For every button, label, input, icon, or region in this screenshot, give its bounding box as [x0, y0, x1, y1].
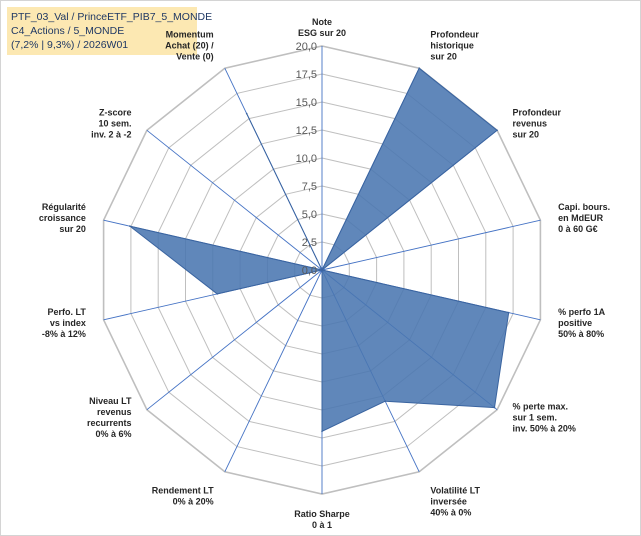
axis-spoke [146, 129, 323, 271]
axis-label-line: Régularité [42, 202, 86, 212]
label-layer: Note ESG sur 20 Profondeur historique sur 20… [39, 17, 610, 530]
axis-label-line: Ratio Sharpe [294, 509, 350, 519]
axis-label: Note ESG sur 20 [298, 17, 346, 38]
axis-label-line: % perfo 1A [558, 307, 606, 317]
axis-label-line: 0% à 20% [173, 497, 214, 507]
axis-label: Profondeur historique sur 20 [430, 29, 479, 61]
tick-label: 0,0 [302, 265, 317, 277]
axis-spoke [321, 219, 541, 271]
title-line-3: (7,2% | 9,3%) / 2026W01 [11, 39, 129, 51]
axis-label: % perfo 1A positive 50% à 80% [558, 307, 606, 339]
axis-label-line: positive [558, 318, 592, 328]
axis-label-line: recurrents [87, 418, 132, 428]
axis-spoke [224, 269, 323, 472]
axis-label: Z-score 10 sem. inv. 2 à -2 [91, 107, 131, 139]
axis-label-line: Profondeur [513, 107, 562, 117]
tick-layer: 0,0 2,5 5,0 7,5 10,0 12,5 15,0 17,5 20,0 [296, 41, 317, 277]
axis-label: Régularité croissance sur 20 [39, 202, 86, 234]
axis-label-line: revenus [97, 407, 132, 417]
data-point [216, 293, 218, 295]
axis-label-line: -8% à 12% [42, 329, 86, 339]
axis-label-line: Momentum [166, 29, 214, 39]
axis-label-line: sur 20 [430, 51, 457, 61]
axis-label-line: Capi. bours. [558, 202, 610, 212]
data-point [321, 269, 323, 271]
data-point [507, 311, 510, 314]
axis-label-line: 10 sem. [98, 118, 131, 128]
axis-label-line: inv. 50% à 20% [513, 424, 576, 434]
axis-label-line: inv. 2 à -2 [91, 129, 131, 139]
axis-label-line: 0% à 6% [95, 429, 131, 439]
axis-label: % perte max. sur 1 sem. inv. 50% à 20% [513, 402, 576, 434]
tick-label: 17,5 [296, 69, 317, 81]
axis-label-line: Niveau LT [89, 396, 132, 406]
tick-label: 15,0 [296, 97, 317, 109]
axis-label-line: 50% à 80% [558, 329, 604, 339]
axis-label-line: sur 20 [513, 129, 540, 139]
axis-label-line: historique [430, 40, 474, 50]
axis-label: Momentum Achat (20) / Vente (0) [165, 29, 214, 61]
data-point [129, 225, 131, 227]
axis-label-line: 0 à 60 G€ [558, 224, 598, 234]
axis-spoke [146, 269, 323, 411]
data-point [496, 129, 498, 132]
axis-label-line: Perfo. LT [48, 307, 87, 317]
axis-label-line: Profondeur [430, 29, 479, 39]
axis-label: Volatilité LT inversée 40% à 0% [430, 486, 480, 518]
axis-label-line: Note [312, 17, 332, 27]
axis-label-line: Vente (0) [176, 51, 214, 61]
axis-label-line: sur 1 sem. [513, 413, 558, 423]
axis-label: Profondeur revenus sur 20 [513, 107, 562, 139]
axis-label-line: Z-score [99, 107, 132, 117]
axis-label-line: vs index [50, 318, 86, 328]
series-layer [129, 67, 510, 433]
axis-label: Niveau LT revenus recurrents 0% à 6% [87, 396, 132, 439]
axis-label-line: croissance [39, 213, 86, 223]
series-area [129, 67, 510, 433]
data-point [493, 406, 496, 409]
axis-label-line: ESG sur 20 [298, 28, 346, 38]
axis-label-line: % perte max. [513, 402, 569, 412]
data-point [418, 67, 421, 69]
tick-label: 5,0 [302, 209, 317, 221]
axis-label-line: en MdEUR [558, 213, 604, 223]
axis-label-line: 40% à 0% [430, 508, 471, 518]
axis-label-line: Rendement LT [152, 486, 214, 496]
axis-label-line: Volatilité LT [430, 486, 480, 496]
title-line-2: C4_Actions / 5_MONDE [11, 25, 125, 37]
axis-label: Perfo. LT vs index -8% à 12% [42, 307, 87, 339]
chart-title-box: PTF_03_Val / PrinceETF_PIB7_5_MONDE C4_A… [7, 7, 213, 55]
data-point [384, 400, 387, 403]
axis-label-line: Achat (20) / [165, 40, 214, 50]
data-point [321, 430, 323, 433]
tick-label: 12,5 [296, 125, 317, 137]
axis-label-line: inversée [430, 497, 467, 507]
tick-label: 7,5 [302, 181, 317, 193]
tick-label: 2,5 [302, 237, 317, 249]
data-point [245, 112, 248, 115]
axis-label-line: revenus [513, 118, 548, 128]
title-line-1: PTF_03_Val / PrinceETF_PIB7_5_MONDE [11, 11, 213, 23]
axis-label-line: sur 20 [59, 224, 86, 234]
axis-label: Capi. bours. en MdEUR 0 à 60 G€ [558, 202, 610, 234]
axis-label: Ratio Sharpe 0 à 1 [294, 509, 350, 530]
axis-label: Rendement LT 0% à 20% [152, 486, 214, 507]
tick-label: 20,0 [296, 41, 317, 53]
axis-label-line: 0 à 1 [312, 520, 332, 530]
tick-label: 10,0 [296, 153, 317, 165]
